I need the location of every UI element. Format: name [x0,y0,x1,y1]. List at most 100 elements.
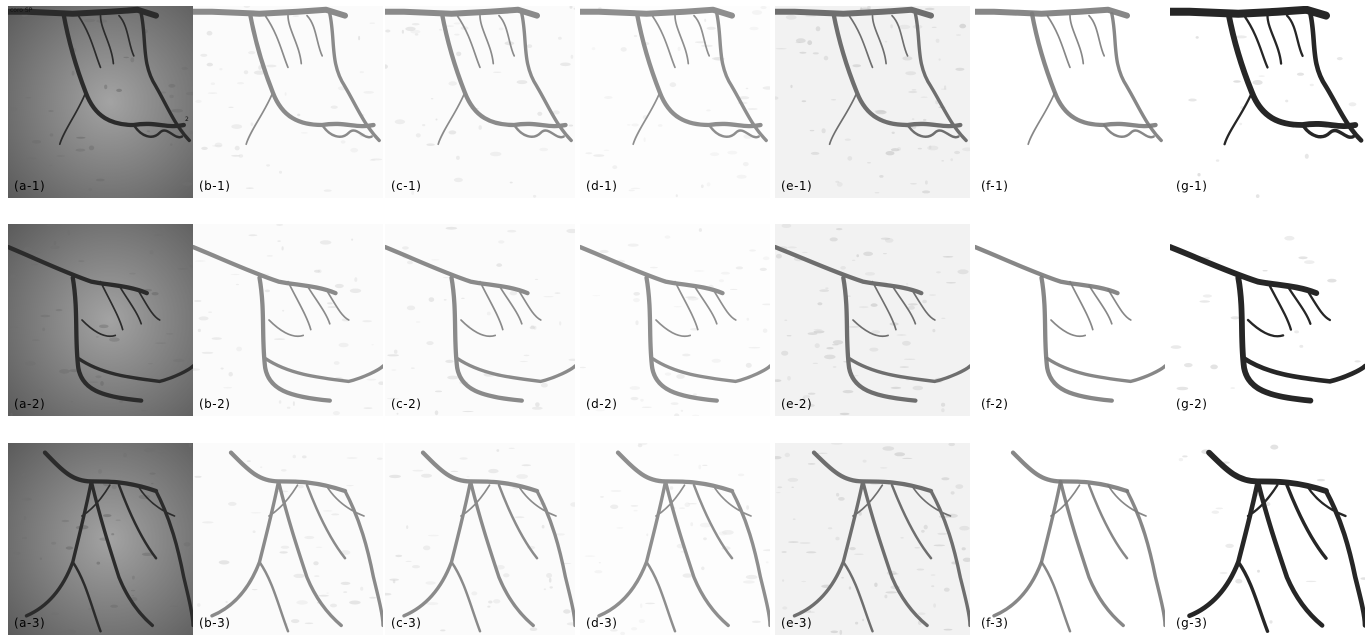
angiogram-image [975,224,1165,416]
vessel-path [1170,244,1320,296]
vessel-path [306,284,331,325]
vessel-path [848,14,874,69]
vessel-path [663,479,730,628]
vessel-path [775,6,934,19]
vessel-path [268,484,299,517]
vessel-path [1039,275,1114,403]
vessel-path [871,280,897,331]
vessel-path [132,123,184,139]
vessel-path [693,284,718,325]
vessel-path [8,244,149,296]
vessel-path [497,483,539,560]
panel-e-2: (e-2) [775,224,970,416]
vessel-path [847,356,970,384]
panel-label: (b-1) [199,179,231,193]
angiogram-image [580,224,770,416]
vessel-path [1088,14,1106,57]
vessel-path [1029,11,1158,129]
angiogram-image [385,443,575,635]
vessel-path [498,14,516,57]
vessel-path [71,560,102,633]
vessel-path [305,483,347,560]
vessel-path [1225,10,1359,130]
vessel-path [456,14,481,69]
vessel-path [385,6,540,19]
vessel-path [852,484,884,517]
angiogram-image [775,6,970,198]
vessel-path [1107,288,1132,321]
vessel-path [118,284,143,325]
vessel-path [1235,274,1314,404]
vessel-path [517,288,542,321]
vessel-path [913,12,968,143]
vessel-path [343,489,383,628]
vessel-path [287,14,303,65]
vessel-path [1255,479,1325,628]
vessel-path [842,560,874,633]
vessel-path [674,14,690,65]
vessel-path [645,560,677,633]
vessel-path [258,560,290,633]
panel-b-3: (b-3) [193,443,383,635]
vessel-path [449,275,524,403]
panel-d-3: (d-3) [580,443,770,635]
panel-label: (g-2) [1176,397,1208,411]
angiogram-image [580,6,770,198]
panel-label: (b-3) [199,616,231,630]
panel-label: (d-3) [586,616,618,630]
vessel-path [634,11,763,129]
vessel-path [655,319,692,338]
angiogram-image [975,6,1165,198]
vessel-path [775,244,924,296]
vessel-path [580,6,735,19]
panel-label: (c-1) [391,179,422,193]
angiogram-image [1170,443,1365,635]
vessel-path [1170,6,1330,20]
vessel-path [693,14,711,57]
angiogram-image [385,6,575,198]
panel-label: (a-2) [14,397,46,411]
vessel-path [828,91,858,146]
vessel-path [1223,91,1254,146]
vessel-path [328,12,381,143]
vessel-path [99,280,124,331]
vessel-path [1045,356,1165,384]
panel-e-1: (e-1) [775,6,970,198]
vessel-path [1300,123,1355,139]
panel-g-2: (g-2) [1170,224,1365,416]
vessel-path [712,288,737,321]
angiogram-image [775,443,970,635]
vessel-path [1058,479,1125,628]
angiogram-image [580,443,770,635]
vessel-path [632,91,661,146]
vessel-path [1027,91,1056,146]
vessel-path [1323,488,1365,628]
vessel-path [707,123,760,139]
panel-label: (a-3) [14,616,46,630]
panel-c-1: (c-1) [385,6,575,198]
vessel-path [385,244,530,296]
vessel-path [1305,288,1332,322]
vessel-path [1236,560,1270,633]
vessel-path [1241,356,1365,384]
vessel-path [1246,318,1285,338]
vessel-path [890,483,933,560]
vessel-path [891,284,917,325]
panel-g-3: (g-3) [1170,443,1365,635]
angiogram-image [975,443,1165,635]
vessel-path [1305,484,1347,518]
vessel-path [730,489,770,628]
panel-label: (e-1) [781,179,813,193]
vessel-path [1125,489,1165,628]
vessel-path [70,275,144,403]
vessel-path [264,14,289,69]
vessel-path [320,123,373,139]
vessel-path [580,244,725,296]
vessel-path [468,479,535,628]
vessel-path [118,14,135,57]
vessel-path [520,12,573,143]
vessel-path [77,14,102,69]
vessel-path [1110,12,1163,143]
panel-c-3: (c-3) [385,443,575,635]
corner-tag: coro SP [10,7,33,14]
